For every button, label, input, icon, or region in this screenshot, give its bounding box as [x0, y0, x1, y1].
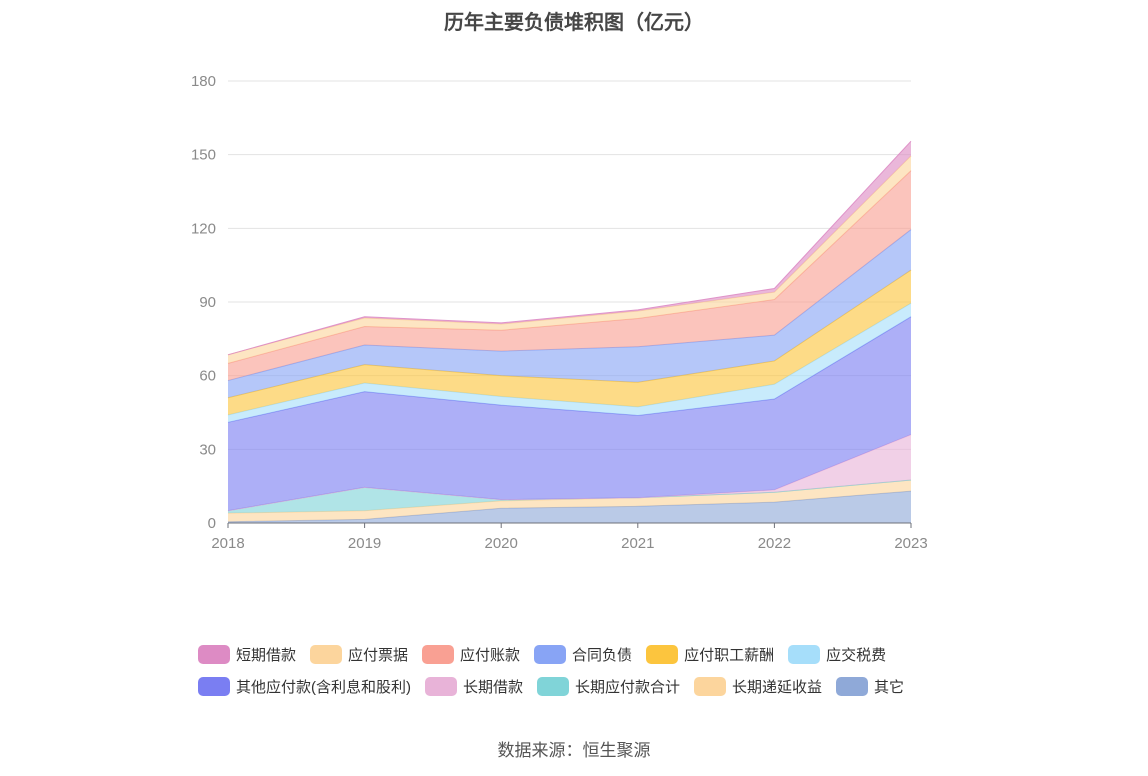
y-tick-label: 120	[191, 220, 216, 237]
y-tick-label: 30	[199, 441, 216, 458]
stacked-area-chart: 0 30 60 90 120 150 180 2018 2019 2020 2021 2022 2023	[191, 73, 928, 552]
legend-item[interactable]: 长期应付款合计	[537, 676, 680, 697]
legend-swatch	[310, 644, 343, 664]
legend-item[interactable]: 长期借款	[425, 676, 523, 697]
legend-label: 其他应付款(含利息和股利)	[236, 678, 411, 696]
legend-item[interactable]: 其它	[836, 676, 904, 697]
y-tick-label: 0	[208, 515, 216, 532]
axes: 0 30 60 90 120 150 180 2018 2019 2020 2021 2022 2023	[191, 73, 928, 552]
legend-swatch	[198, 644, 230, 664]
legend-item[interactable]: 应付职工薪酬	[646, 644, 774, 665]
legend-label: 长期应付款合计	[575, 678, 681, 696]
x-tick-label: 2019	[348, 535, 381, 552]
legend-swatch	[198, 676, 230, 696]
area-series-band	[228, 170, 911, 381]
legend-label: 长期借款	[463, 678, 524, 696]
y-tick-label: 90	[199, 294, 216, 311]
legend-item[interactable]: 应付账款	[422, 644, 520, 665]
area-series-band	[228, 270, 911, 415]
chart-title: 历年主要负债堆积图（亿元）	[444, 12, 704, 34]
y-tick-label: 60	[199, 368, 216, 385]
legend-item[interactable]: 短期借款	[198, 644, 296, 665]
legend-swatch	[646, 644, 679, 664]
chart-legend: 短期借款 应付票据 应付账款 合同负债 应付职工薪酬 应交税费其他应付款(含利息和股利) 长…	[198, 638, 978, 702]
legend-swatch	[425, 676, 457, 696]
legend-label: 应付票据	[348, 646, 409, 664]
y-tick-label: 180	[191, 73, 216, 90]
legend-item[interactable]: 应交税费	[788, 644, 886, 665]
x-tick-label: 2020	[485, 535, 518, 552]
area-series-band	[228, 480, 911, 514]
area-series-band	[228, 229, 911, 398]
legend-item[interactable]: 长期递延收益	[694, 676, 822, 697]
area-series-band	[228, 303, 911, 423]
legend-label: 应交税费	[826, 646, 887, 664]
area-series-band	[228, 491, 911, 523]
legend-swatch	[422, 644, 455, 664]
legend-label: 应付职工薪酬	[684, 646, 775, 664]
legend-label: 长期递延收益	[732, 678, 823, 696]
legend-swatch	[534, 644, 567, 664]
x-tick-label: 2021	[621, 535, 654, 552]
legend-swatch	[537, 676, 570, 696]
legend-swatch	[836, 676, 869, 696]
legend-label: 应付账款	[460, 646, 521, 664]
area-series-band	[228, 316, 911, 511]
x-tick-label: 2023	[894, 535, 927, 552]
legend-swatch	[694, 676, 727, 696]
legend-item[interactable]: 应付票据	[310, 644, 408, 665]
y-tick-label: 150	[191, 147, 216, 164]
legend-label: 合同负债	[572, 646, 633, 664]
legend-label: 短期借款	[236, 646, 297, 664]
x-tick-label: 2018	[211, 535, 244, 552]
legend-item[interactable]: 其他应付款(含利息和股利)	[198, 676, 411, 697]
x-tick-label: 2022	[758, 535, 791, 552]
legend-label: 其它	[874, 678, 905, 696]
legend-row: 短期借款 应付票据 应付账款 合同负债 应付职工薪酬 应交税费	[198, 638, 978, 670]
data-source-note: 数据来源：恒生聚源	[497, 741, 651, 760]
area-series-band	[228, 155, 911, 364]
area-series	[227, 140, 912, 523]
legend-row: 其他应付款(含利息和股利) 长期借款 长期应付款合计 长期递延收益 其它	[198, 670, 978, 702]
area-series-line	[227, 140, 912, 356]
legend-swatch	[788, 644, 821, 664]
area-series-band	[228, 480, 911, 522]
legend-item[interactable]: 合同负债	[534, 644, 632, 665]
